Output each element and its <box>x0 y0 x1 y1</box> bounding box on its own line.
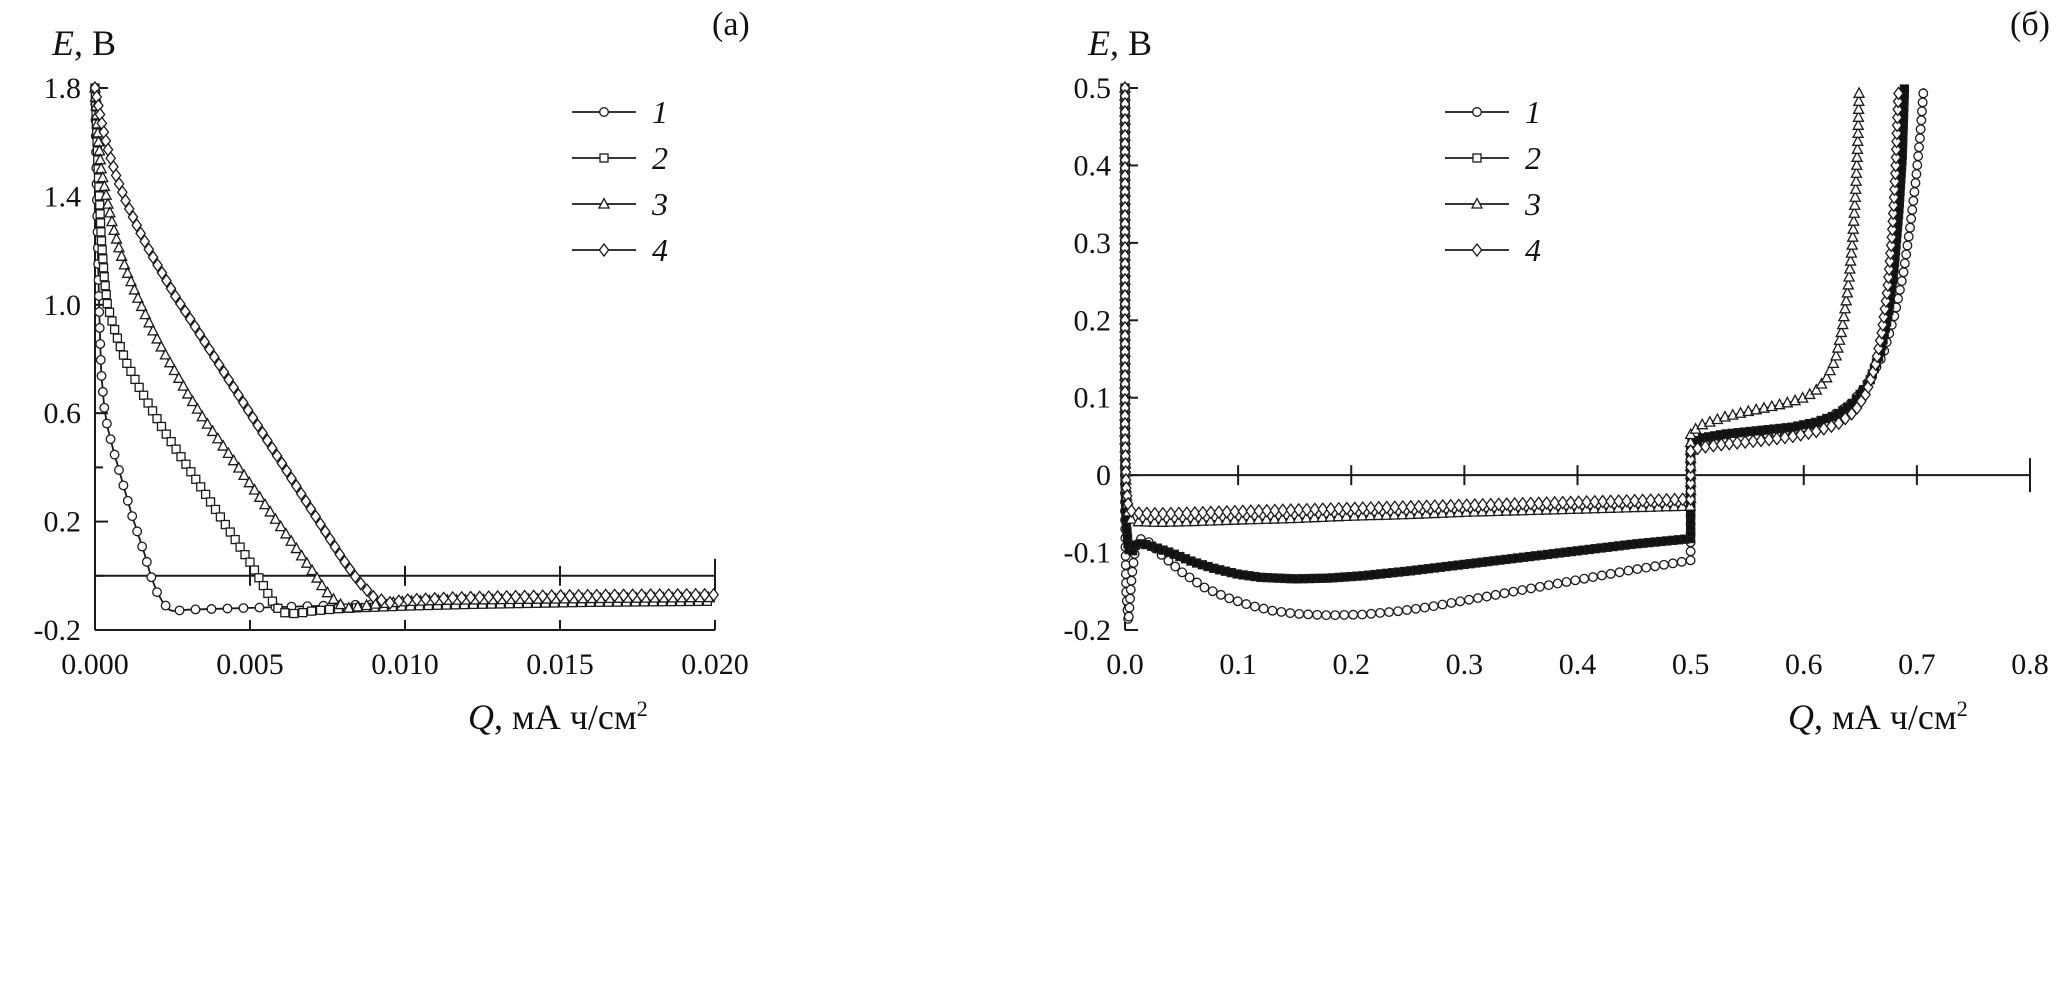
legend-label-1: 1 <box>652 94 668 130</box>
legend-item-2: 2 <box>572 140 668 176</box>
square-marker-icon <box>1472 153 1482 163</box>
x-tick-label: 0.3 <box>1446 648 1484 681</box>
legend-label-1: 1 <box>1525 94 1541 130</box>
y-tick-label: 0 <box>1096 459 1111 492</box>
x-tick-label: 0.7 <box>1898 648 1936 681</box>
circle-marker-icon <box>599 107 609 117</box>
y-axis-symbol: E <box>1088 23 1110 63</box>
diamond-marker-icon <box>1471 242 1483 258</box>
x-axis-units: , мА ч/см <box>1814 697 1957 737</box>
panel-b: -0.2 -0.1 0 0.1 0.2 0.3 0.4 0.5 0.0 0.1 0.2 0.3 0.4 0… <box>1010 0 2067 999</box>
panel-b-y-axis-title: E, В <box>1088 22 1152 64</box>
legend-item-1: 1 <box>1445 94 1541 130</box>
x-tick-label: 0.005 <box>216 648 284 681</box>
x-tick-label: 0.8 <box>2011 648 2049 681</box>
diamond-marker-icon <box>598 242 610 258</box>
y-tick-label: 0.1 <box>1074 382 1112 415</box>
series-4-markers <box>89 80 720 610</box>
series-1-markers <box>90 83 713 616</box>
x-tick-label: 0.000 <box>61 648 129 681</box>
x-axis-symbol: Q <box>1788 697 1814 737</box>
legend-item-4: 4 <box>572 232 668 268</box>
legend-item-1: 1 <box>572 94 668 130</box>
x-tick-label: 0.020 <box>681 648 749 681</box>
y-axis-symbol: E <box>52 23 74 63</box>
legend-item-3: 3 <box>572 186 668 222</box>
tick-labels: -0.2 -0.1 0 0.1 0.2 0.3 0.4 0.5 0.0 0.1 0.2 0.3 0.4 0… <box>1064 72 2049 681</box>
legend-label-4: 4 <box>652 232 668 268</box>
y-axis-units: , В <box>1110 23 1153 63</box>
legend-item-3: 3 <box>1445 186 1541 222</box>
x-tick-label: 0.2 <box>1333 648 1371 681</box>
panel-a-x-axis-title: Q, мА ч/см2 <box>468 696 648 738</box>
triangle-marker-icon <box>1470 197 1484 209</box>
x-tick-label: 0.010 <box>371 648 439 681</box>
legend: 1 2 3 4 <box>572 94 668 268</box>
y-tick-label: -0.2 <box>1064 614 1112 647</box>
legend-label-2: 2 <box>1525 140 1541 176</box>
legend: 1 2 3 4 <box>1445 94 1541 268</box>
x-axis-units-exponent: 2 <box>1956 696 1968 721</box>
series-2-line <box>94 87 716 615</box>
series-4-line <box>1124 87 1900 515</box>
x-tick-label: 0.015 <box>526 648 594 681</box>
y-tick-label: 0.4 <box>1074 149 1112 182</box>
y-tick-label: 1.0 <box>44 289 82 322</box>
panel-a-chart: -0.2 0.2 0.6 1.0 1.4 1.8 0.000 0.005 0.010 0.015 0… <box>34 72 749 681</box>
y-tick-label: 0.2 <box>44 506 82 539</box>
legend-label-2: 2 <box>652 140 668 176</box>
x-tick-label: 0.5 <box>1672 648 1710 681</box>
series-3-markers <box>88 81 715 613</box>
legend-item-2: 2 <box>1445 140 1541 176</box>
series-3-markers <box>1118 81 1866 527</box>
x-tick-label: 0.0 <box>1106 648 1144 681</box>
y-tick-label: -0.2 <box>34 614 82 647</box>
axes <box>94 86 716 631</box>
legend-label-3: 3 <box>1524 186 1541 222</box>
circle-marker-icon <box>1472 107 1482 117</box>
y-tick-label: 0.5 <box>1074 72 1112 105</box>
x-tick-label: 0.6 <box>1785 648 1823 681</box>
panel-a: -0.2 0.2 0.6 1.0 1.4 1.8 0.000 0.005 0.010 0.015 0… <box>0 0 1010 999</box>
panel-b-tag: (б) <box>2010 6 2050 43</box>
x-axis-units-exponent: 2 <box>636 696 648 721</box>
series-2-markers <box>90 83 713 619</box>
y-tick-label: 0.6 <box>44 397 82 430</box>
legend-label-4: 4 <box>1525 232 1541 268</box>
x-tick-label: 0.1 <box>1219 648 1257 681</box>
y-tick-label: 1.8 <box>44 72 82 105</box>
series-3-line <box>1124 87 1860 524</box>
y-tick-label: 0.2 <box>1074 304 1112 337</box>
x-tick-label: 0.4 <box>1559 648 1597 681</box>
series-4-markers <box>1119 80 1904 521</box>
panel-a-y-axis-title: E, В <box>52 22 116 64</box>
y-tick-label: -0.1 <box>1064 537 1112 570</box>
triangle-marker-icon <box>597 197 611 209</box>
panel-b-x-axis-title: Q, мА ч/см2 <box>1788 696 1968 738</box>
series-3-line <box>94 87 716 610</box>
tick-labels: -0.2 0.2 0.6 1.0 1.4 1.8 0.000 0.005 0.010 0.015 0… <box>34 72 749 681</box>
y-axis-units: , В <box>74 23 117 63</box>
y-tick-label: 0.3 <box>1074 227 1112 260</box>
square-marker-icon <box>599 153 609 163</box>
panel-b-chart: -0.2 -0.1 0 0.1 0.2 0.3 0.4 0.5 0.0 0.1 0.2 0.3 0.4 0… <box>1064 72 2049 681</box>
x-axis-units: , мА ч/см <box>494 697 637 737</box>
y-tick-label: 1.4 <box>44 180 82 213</box>
series-1-line <box>94 87 716 612</box>
legend-label-3: 3 <box>651 186 668 222</box>
x-axis-symbol: Q <box>468 697 494 737</box>
series-4-line <box>94 87 716 604</box>
legend-item-4: 4 <box>1445 232 1541 268</box>
panel-a-tag: (а) <box>712 6 750 43</box>
